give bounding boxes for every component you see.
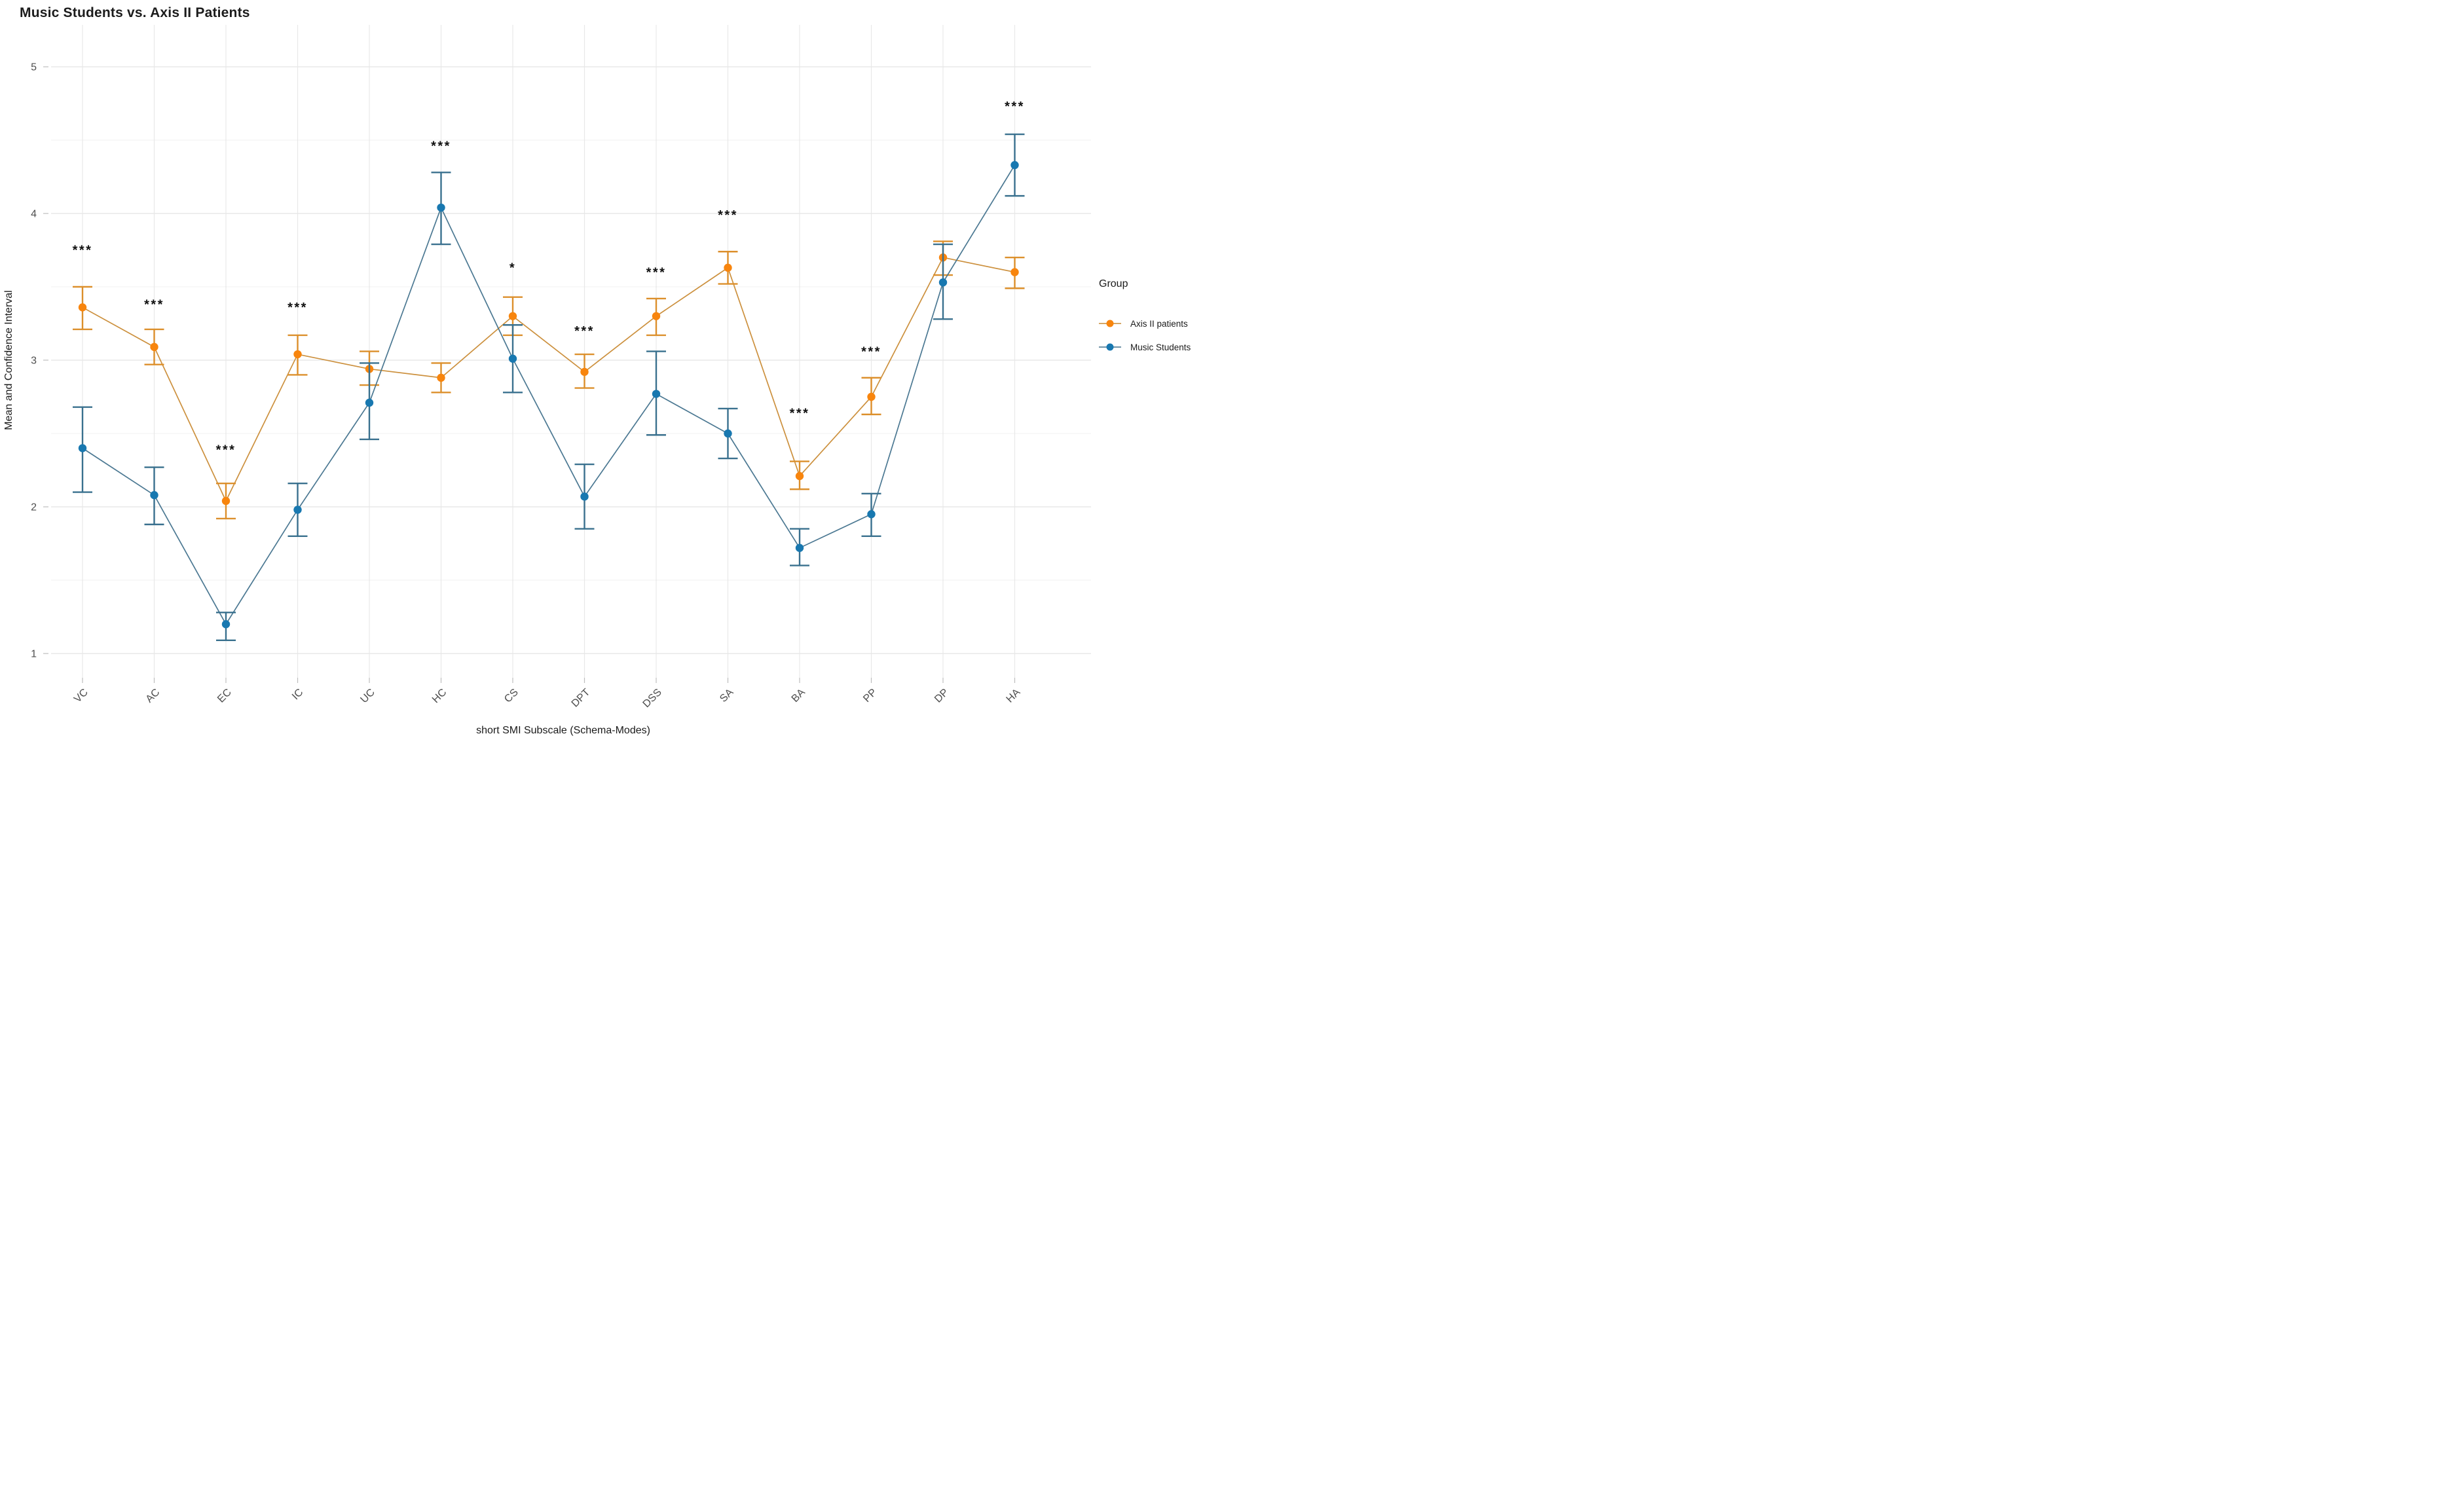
- x-tick-label: DPT: [570, 687, 593, 710]
- x-tick-label: DP: [933, 687, 951, 705]
- x-axis-title: short SMI Subscale (Schema-Modes): [476, 725, 650, 736]
- data-point: [1010, 160, 1019, 170]
- data-point: [724, 429, 732, 438]
- legend-item: Music Students: [1099, 342, 1191, 352]
- significance-layer: **********************************: [73, 100, 1025, 457]
- chart-title: Music Students vs. Axis II Patients: [20, 5, 250, 20]
- significance-stars: ***: [431, 139, 451, 154]
- data-point: [795, 544, 804, 552]
- x-tick-label: HC: [430, 687, 449, 705]
- data-point: [652, 312, 661, 320]
- x-tick-label: UC: [358, 687, 377, 705]
- x-tick-label: VC: [72, 687, 90, 705]
- series-line: [82, 164, 1016, 625]
- data-point: [437, 203, 445, 212]
- data-point: [580, 492, 589, 501]
- data-point: [580, 367, 589, 377]
- x-tick-label: SA: [718, 687, 735, 705]
- plot-panel: ********************************** 12345…: [3, 25, 1191, 736]
- significance-stars: ***: [574, 324, 595, 339]
- legend-title: Group: [1099, 278, 1128, 289]
- y-tick-label: 5: [31, 62, 37, 73]
- data-point: [867, 510, 876, 519]
- y-tick-label: 2: [31, 502, 37, 513]
- x-tick-label: CS: [502, 687, 521, 705]
- legend-item-label: Axis II patients: [1130, 319, 1188, 329]
- data-point: [78, 303, 87, 312]
- series-layer: [73, 133, 1025, 642]
- significance-stars: ***: [73, 244, 93, 258]
- significance-stars: ***: [861, 344, 881, 359]
- gridlines-vertical: [82, 25, 1016, 678]
- data-point: [724, 263, 732, 272]
- significance-stars: ***: [287, 301, 308, 315]
- data-point: [652, 390, 661, 398]
- significance-stars: *: [509, 261, 516, 276]
- chart: Music Students vs. Axis II Patients *** *…: [0, 0, 1222, 756]
- x-tick-label: HA: [1005, 687, 1023, 705]
- x-tick-label: IC: [290, 687, 305, 702]
- legend-key-point-icon: [1106, 320, 1114, 327]
- x-tick-label: AC: [144, 687, 162, 705]
- data-point: [867, 392, 876, 401]
- data-point: [293, 350, 302, 359]
- significance-stars: ***: [718, 208, 738, 223]
- data-point: [795, 471, 804, 481]
- y-tick-label: 4: [31, 209, 37, 220]
- significance-stars: ***: [216, 443, 236, 457]
- y-axis-title: Mean and Confidence Interval: [3, 290, 14, 430]
- significance-stars: ***: [1005, 100, 1025, 114]
- data-point: [437, 373, 445, 382]
- y-tick-label: 3: [31, 356, 37, 367]
- legend-item-label: Music Students: [1130, 342, 1191, 352]
- data-point: [365, 398, 374, 407]
- gridlines-minor: [51, 139, 1091, 581]
- data-point: [508, 312, 517, 320]
- data-point: [78, 444, 87, 452]
- data-point: [938, 278, 948, 287]
- significance-stars: ***: [790, 406, 810, 420]
- x-tick-label: BA: [790, 687, 807, 705]
- data-point: [221, 496, 231, 506]
- legend: Group Axis II patients Music Students: [1099, 278, 1191, 352]
- x-tick-label: DSS: [641, 687, 664, 710]
- x-tick-label: EC: [215, 687, 234, 705]
- data-point: [293, 506, 302, 514]
- y-tick-label: 1: [31, 649, 37, 660]
- legend-item: Axis II patients: [1099, 319, 1188, 329]
- data-point: [150, 342, 158, 352]
- significance-stars: ***: [646, 265, 667, 280]
- data-point: [508, 354, 517, 363]
- legend-key-point-icon: [1106, 343, 1114, 351]
- significance-stars: ***: [144, 298, 164, 312]
- data-point: [221, 620, 231, 629]
- data-point: [150, 490, 158, 500]
- data-point: [1010, 268, 1019, 276]
- gridlines-major: [51, 66, 1091, 654]
- x-tick-label: PP: [861, 687, 879, 705]
- series-line: [82, 257, 1015, 503]
